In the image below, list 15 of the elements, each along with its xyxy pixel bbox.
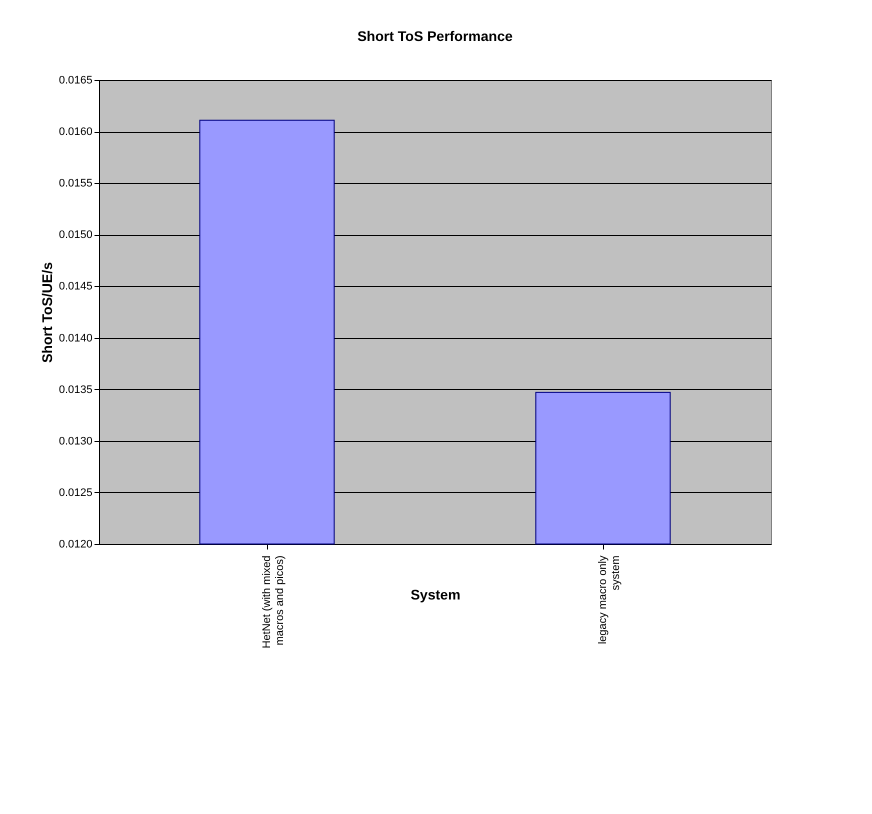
y-tick-label: 0.0125 bbox=[58, 486, 92, 499]
y-tick-label: 0.0130 bbox=[58, 435, 92, 448]
y-tick-label: 0.0140 bbox=[58, 332, 92, 344]
y-axis-title: Short ToS/UE/s bbox=[38, 262, 55, 363]
x-axis-title: System bbox=[410, 586, 460, 602]
x-tick-label: HetNet (with mixed macros and picos) bbox=[261, 556, 286, 648]
y-tick-label: 0.0145 bbox=[58, 280, 92, 293]
y-tick-label: 0.0155 bbox=[58, 178, 92, 190]
y-tick-label: 0.0150 bbox=[58, 229, 92, 242]
chart-title: Short ToS Performance bbox=[357, 28, 513, 44]
y-tick-label: 0.0165 bbox=[58, 74, 92, 86]
y-tick-label: 0.0135 bbox=[58, 384, 92, 396]
y-tick-label: 0.0160 bbox=[58, 126, 92, 138]
y-tick-label: 0.0120 bbox=[58, 538, 92, 550]
x-tick-label: legacy macro only system bbox=[597, 555, 622, 644]
